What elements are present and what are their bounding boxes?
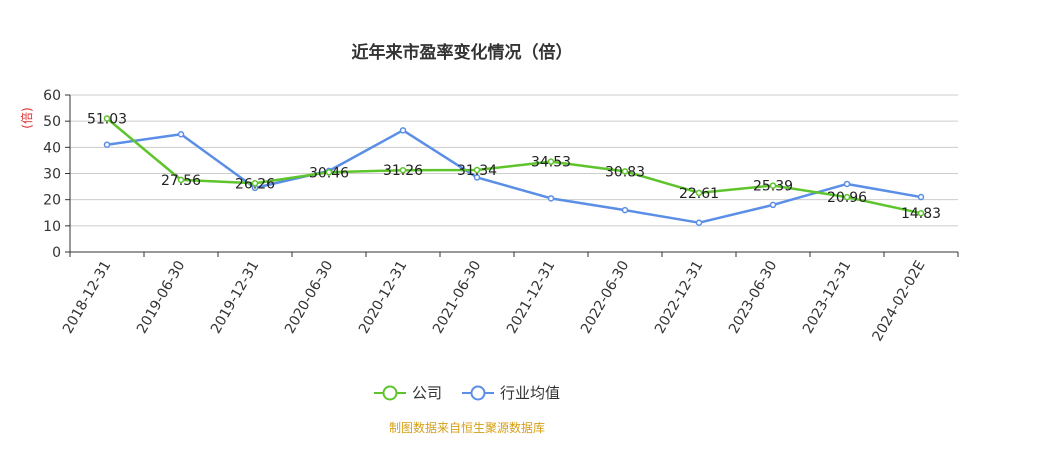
data-point-0 [399,166,407,174]
data-point-1 [547,195,555,202]
data-point-0 [177,176,185,184]
data-point-1 [917,193,925,201]
legend-item-0[interactable]: 公司 [374,384,442,402]
data-label: 31.34 [457,163,497,179]
x-tick-label: 2022-06-30 [578,258,633,336]
legend-label: 公司 [412,384,442,402]
data-label: 20.96 [827,190,867,206]
y-tick-label: 10 [43,219,61,235]
x-tick-label: 2024-02-02E [869,258,928,344]
data-label: 22.61 [679,186,719,202]
data-point-0 [769,182,777,189]
data-point-1 [177,131,185,138]
legend-marker [382,385,398,401]
data-point-1 [769,201,777,209]
legend-item-1[interactable]: 行业均值 [462,384,560,402]
source-note: 制图数据来自恒生聚源数据库 [389,420,545,435]
data-point-0 [843,193,851,201]
x-tick-label: 2021-12-31 [504,258,559,336]
data-labels: 51.03 27.56 26.26 30.46 31.26 31.34 34.53 30.83… [87,111,941,222]
x-tick-label: 2021-06-30 [430,258,485,336]
y-tick-label: 0 [52,245,61,261]
grid-lines [70,94,958,227]
x-tick-label: 2023-12-31 [800,258,855,336]
data-label: 30.83 [605,164,645,180]
data-label: 31.26 [383,163,423,179]
data-label: 27.56 [161,173,201,189]
x-tick-label: 2023-06-30 [726,258,781,336]
data-point-1 [621,206,629,214]
data-point-0 [251,180,259,187]
x-tick-label: 2022-12-31 [652,258,707,336]
x-tick-label: 2019-06-30 [134,258,189,336]
data-point-0 [325,169,333,176]
data-label: 26.26 [235,176,275,192]
data-label: 30.46 [309,165,349,181]
y-axis-ticks: 0 10 20 30 40 50 60 [43,88,70,261]
data-point-0 [547,158,555,165]
data-point-1 [473,174,481,181]
x-tick-label: 2020-12-31 [356,258,411,336]
series-group [103,115,925,226]
x-tick-label: 2020-06-30 [282,258,337,336]
legend-marker [470,385,486,401]
data-label: 51.03 [87,111,127,127]
y-tick-label: 60 [43,88,61,104]
data-point-1 [695,219,703,226]
series-line-0 [106,117,922,215]
data-point-1 [103,141,111,148]
data-point-0 [917,209,925,217]
data-point-0 [695,189,703,197]
chart-title: 近年来市盈率变化情况（倍） [352,42,573,63]
series-line-1 [106,129,922,224]
legend: 公司 行业均值 [374,384,560,402]
y-tick-label: 30 [43,167,61,183]
data-point-1 [843,180,851,188]
x-axis-ticks: 2018-12-31 2019-06-30 2019-12-31 2020-06-30… [60,252,959,344]
y-axis-label: (倍) [19,107,34,128]
y-tick-label: 20 [43,193,61,209]
data-label: 25.39 [753,179,793,195]
y-tick-label: 50 [43,114,61,130]
data-label: 34.53 [531,155,571,171]
x-tick-label: 2019-12-31 [208,258,263,336]
legend-label: 行业均值 [500,384,560,402]
data-label: 14.83 [901,206,941,222]
data-point-1 [399,127,407,134]
data-point-0 [473,166,481,174]
data-point-0 [103,115,111,122]
x-tick-label: 2018-12-31 [60,258,115,336]
data-point-0 [621,168,629,175]
y-tick-label: 40 [43,140,61,156]
